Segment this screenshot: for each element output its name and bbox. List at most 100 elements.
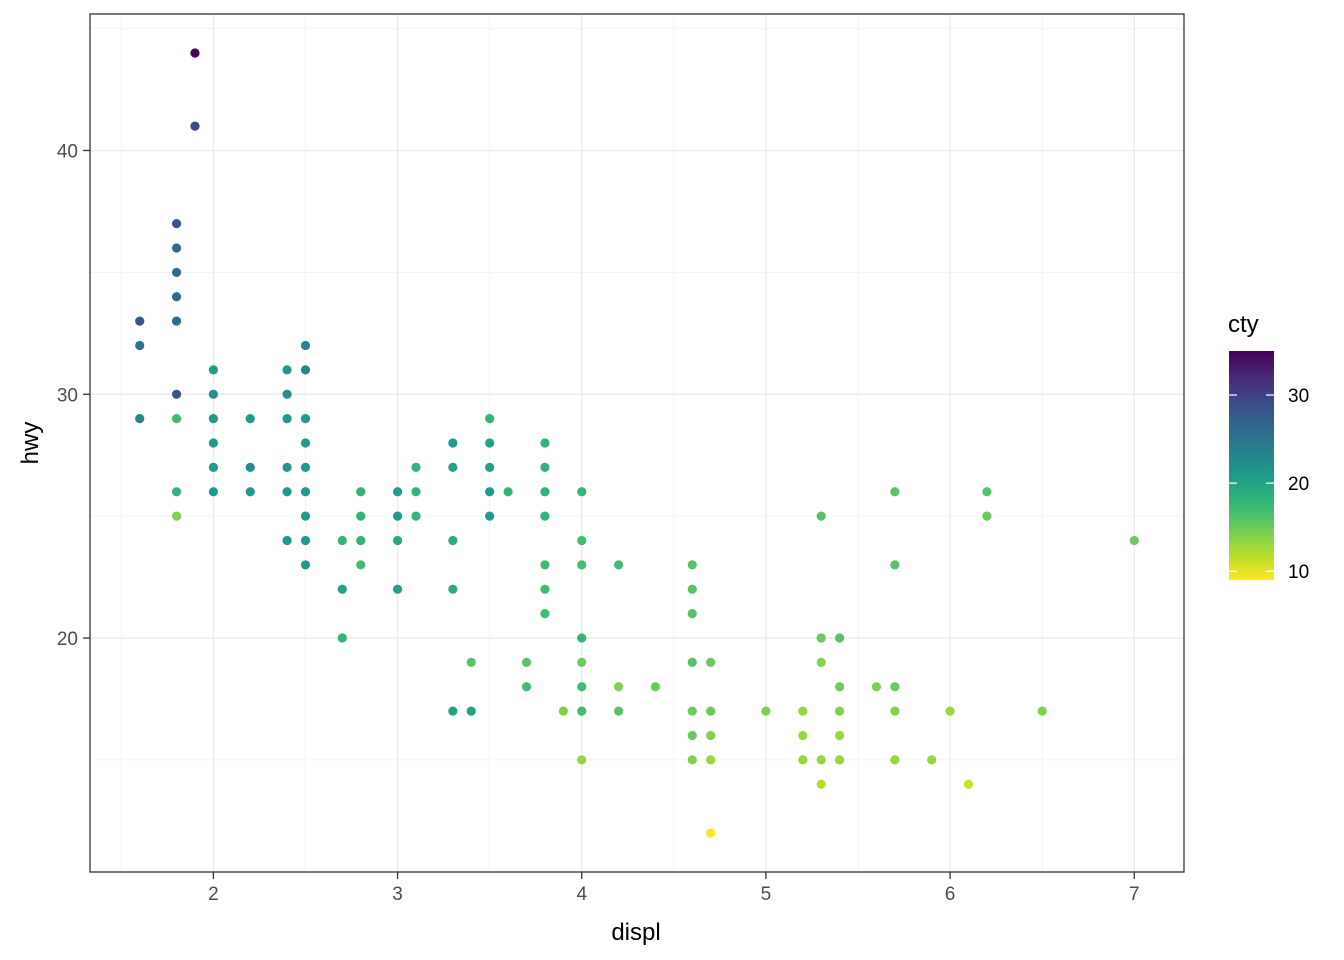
data-point <box>890 487 900 497</box>
data-point <box>245 414 255 424</box>
data-point <box>577 535 587 546</box>
data-point <box>687 657 697 667</box>
data-point <box>834 706 845 716</box>
data-point <box>135 340 145 351</box>
data-point <box>448 462 458 472</box>
data-point <box>613 706 624 716</box>
data-point <box>392 535 403 546</box>
colorbar-tick-label: 30 <box>1288 386 1309 407</box>
data-point <box>834 730 845 741</box>
data-point <box>300 365 311 375</box>
data-point <box>706 706 716 716</box>
y-axis-ticks: 20 30 40 <box>57 142 90 650</box>
data-point <box>300 511 311 521</box>
minor-gridlines <box>90 14 1184 872</box>
data-point <box>798 706 808 716</box>
panel-border <box>89 13 1185 873</box>
data-point <box>171 511 182 521</box>
data-point <box>761 706 771 716</box>
data-point <box>650 682 661 692</box>
data-point <box>816 511 826 521</box>
data-point <box>890 560 900 570</box>
data-point <box>282 535 292 546</box>
data-point <box>706 657 716 667</box>
data-point <box>208 389 218 399</box>
y-tick-label: 40 <box>57 142 78 163</box>
data-point <box>300 535 311 546</box>
data-point <box>208 365 218 375</box>
data-point <box>798 755 808 765</box>
data-point <box>171 243 182 253</box>
x-axis-title: displ <box>611 919 660 946</box>
data-point <box>135 316 145 326</box>
data-point <box>300 560 311 570</box>
y-axis-title: hwy <box>17 422 44 465</box>
data-point <box>577 633 587 643</box>
data-point <box>871 682 882 692</box>
colorbar <box>1229 351 1274 580</box>
data-point <box>1037 706 1047 716</box>
data-point <box>540 560 550 570</box>
data-point <box>190 48 200 58</box>
data-point <box>392 511 403 521</box>
data-point <box>208 438 218 448</box>
color-legend: cty 10 20 30 <box>1228 311 1309 583</box>
data-point <box>816 657 826 667</box>
data-point <box>171 267 182 277</box>
data-point <box>687 730 697 741</box>
y-tick-label: 30 <box>57 385 78 406</box>
data-point <box>890 755 900 765</box>
data-point <box>282 365 292 375</box>
data-point <box>448 584 458 594</box>
data-point <box>834 633 845 643</box>
data-point <box>890 706 900 716</box>
data-point <box>300 414 311 424</box>
data-point <box>577 560 587 570</box>
data-point <box>577 682 587 692</box>
data-point <box>171 292 182 302</box>
data-point <box>356 560 366 570</box>
major-gridlines <box>90 14 1184 872</box>
data-point <box>337 535 347 546</box>
data-point <box>687 706 697 716</box>
data-point <box>963 779 974 789</box>
data-point <box>485 414 495 424</box>
data-point <box>245 462 255 472</box>
data-point <box>245 487 255 497</box>
data-point <box>834 755 845 765</box>
data-point <box>945 706 955 716</box>
data-points <box>135 48 1139 838</box>
data-point <box>337 633 347 643</box>
data-point <box>613 682 624 692</box>
data-point <box>558 706 568 716</box>
data-point <box>834 682 845 692</box>
data-point <box>411 462 421 472</box>
data-point <box>521 657 532 667</box>
data-point <box>577 706 587 716</box>
data-point <box>540 438 550 448</box>
data-point <box>448 706 458 716</box>
data-point <box>448 438 458 448</box>
data-point <box>706 730 716 741</box>
data-point <box>356 535 366 546</box>
data-point <box>687 584 697 594</box>
x-tick-label: 3 <box>392 884 403 905</box>
data-point <box>540 511 550 521</box>
data-point <box>466 657 476 667</box>
data-point <box>208 414 218 424</box>
data-point <box>503 487 513 497</box>
data-point <box>337 584 347 594</box>
data-point <box>798 730 808 741</box>
data-point <box>411 487 421 497</box>
data-point <box>540 462 550 472</box>
data-point <box>540 584 550 594</box>
data-point <box>982 487 992 497</box>
data-point <box>521 682 532 692</box>
data-point <box>282 462 292 472</box>
data-point <box>171 316 182 326</box>
data-point <box>816 633 826 643</box>
x-tick-label: 4 <box>576 884 587 905</box>
data-point <box>411 511 421 521</box>
data-point <box>687 609 697 619</box>
data-point <box>356 487 366 497</box>
